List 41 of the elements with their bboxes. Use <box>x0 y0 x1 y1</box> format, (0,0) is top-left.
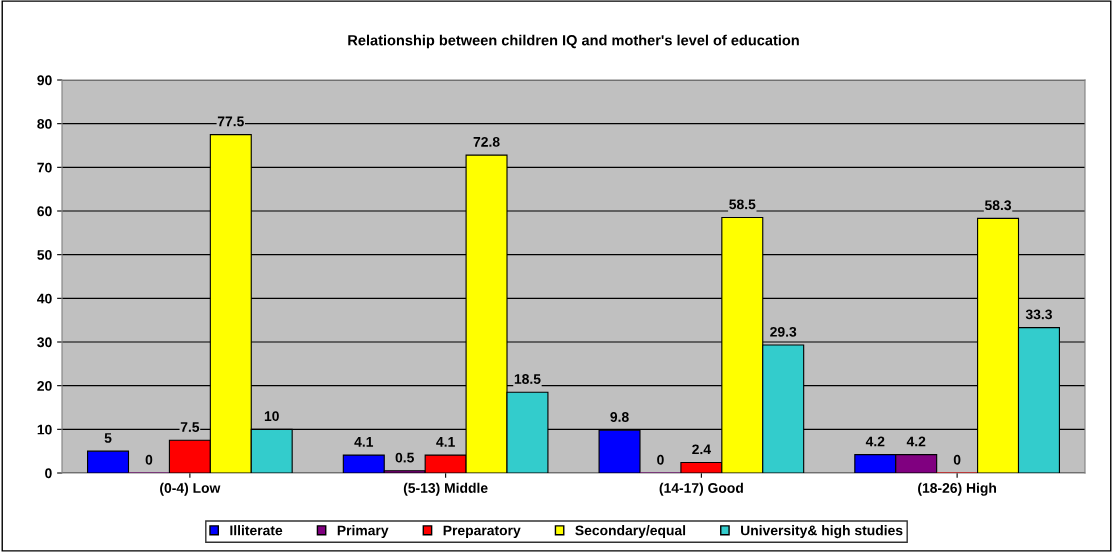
data-label: 0 <box>657 454 664 465</box>
y-tick-label: 30 <box>37 337 52 348</box>
y-tick-label: 60 <box>37 206 52 217</box>
data-label: 0 <box>145 454 153 465</box>
data-label: 2.4 <box>692 444 711 455</box>
y-tick-label: 70 <box>37 162 52 173</box>
data-label: 4.2 <box>865 436 885 447</box>
y-tick-label: 40 <box>37 293 52 304</box>
legend-label: Primary <box>337 525 389 539</box>
y-tick-label: 80 <box>37 119 52 129</box>
data-label: 9.8 <box>610 412 629 422</box>
data-label: 10 <box>264 411 279 422</box>
x-tick-label: (18-26) High <box>918 482 997 496</box>
data-label: 0.5 <box>395 452 414 463</box>
data-label: 4.1 <box>354 437 374 447</box>
chart-title: Relationship between children IQ and mother's level of education <box>348 34 799 49</box>
data-label: 72.8 <box>473 136 500 147</box>
x-tick-label: (5-13) Middle <box>403 482 488 496</box>
data-label: 29.3 <box>770 326 797 337</box>
y-tick-label: 50 <box>37 250 52 260</box>
legend-label: University& high studies <box>741 525 903 539</box>
y-tick-label: 20 <box>37 381 52 391</box>
y-tick-label: 90 <box>37 75 52 86</box>
legend-label: Illiterate <box>230 525 283 536</box>
y-tick-label: 0 <box>45 468 52 479</box>
y-tick-label: 10 <box>37 424 52 435</box>
legend-label: Secondary/equal <box>575 525 686 539</box>
x-tick-label: (14-17) Good <box>659 482 743 496</box>
data-label: 58.3 <box>984 200 1012 211</box>
data-label: 18.5 <box>514 374 541 384</box>
legend-label: Preparatory <box>443 525 521 539</box>
data-label: 5 <box>104 433 112 443</box>
data-label: 58.5 <box>729 199 756 210</box>
bar <box>87 450 130 473</box>
data-label: 4.2 <box>906 436 926 447</box>
data-label: 77.5 <box>217 116 244 127</box>
data-label: 0 <box>953 454 961 465</box>
x-tick-label: (0-4) Low <box>160 482 221 496</box>
data-label: 33.3 <box>1025 309 1052 320</box>
data-label: 4.1 <box>436 437 455 447</box>
data-label: 7.5 <box>180 422 200 432</box>
